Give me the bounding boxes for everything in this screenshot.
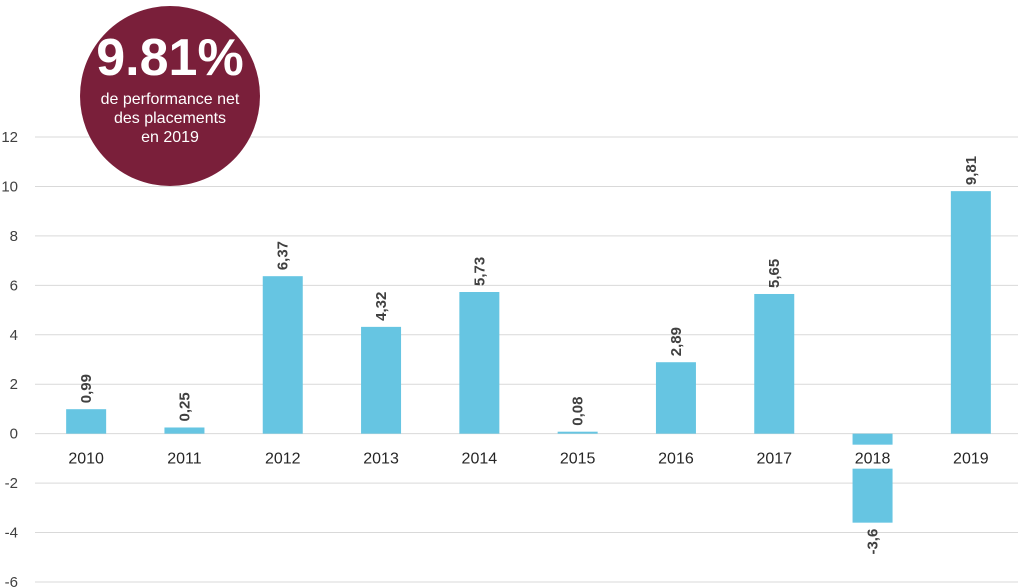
x-category-label: 2017 [756,451,792,468]
bar [557,431,598,434]
bar [950,191,991,434]
data-label: 2,89 [668,327,685,356]
data-label: 5,65 [766,259,783,288]
y-tick-label: -6 [5,574,18,587]
x-category-label: 2014 [462,451,498,468]
y-tick-label: -2 [5,475,18,492]
bar [262,276,303,434]
bar [655,362,696,434]
y-tick-label: 4 [10,327,18,344]
data-label: 0,08 [570,396,587,425]
category-label-background [850,444,895,469]
badge-value: 9.81% [96,28,244,87]
x-category-label: 2016 [658,451,694,468]
badge-caption-line: des placements [113,109,227,127]
badge-caption-line: de performance net [100,90,240,108]
data-label: 0,99 [78,374,95,403]
data-label: 5,73 [471,257,488,286]
x-category-label: 2018 [855,451,891,468]
bars [66,191,991,523]
badge-caption-line: en 2019 [141,128,199,146]
data-label: 9,81 [963,156,980,185]
bar [459,292,500,434]
x-category-label: 2011 [167,451,202,468]
y-tick-label: 2 [10,376,18,393]
y-tick-label: 10 [1,178,18,195]
y-tick-label: 0 [10,426,18,443]
highlight-badge: 9.81% de performance net des placements … [80,6,260,186]
data-label: 0,25 [176,392,193,421]
bar [164,427,205,434]
y-axis-tick-labels: 12 10 8 6 4 2 0 -2 -4 -6 [1,129,18,587]
y-tick-label: 12 [1,129,18,146]
y-tick-label: -4 [5,525,18,542]
x-category-label: 2019 [953,451,989,468]
x-category-label: 2015 [560,451,596,468]
badge-caption: de performance net des placements en 201… [90,90,250,147]
bar [754,293,795,434]
data-label: -3,6 [865,529,882,555]
bar [66,409,107,434]
x-category-label: 2012 [265,451,301,468]
y-tick-label: 6 [10,277,18,294]
data-label: 6,37 [275,241,292,270]
data-labels: 0,99 0,25 6,37 4,32 5,73 0,08 2,89 5,65 -3,6 9,81 [78,156,980,555]
x-category-label: 2010 [68,451,104,468]
y-tick-label: 8 [10,228,18,245]
bar [361,326,402,434]
x-axis-category-labels: 2010 2011 2012 2013 2014 2015 2016 2017 2018 2019 [68,444,989,469]
data-label: 4,32 [373,292,390,321]
x-category-label: 2013 [363,451,399,468]
